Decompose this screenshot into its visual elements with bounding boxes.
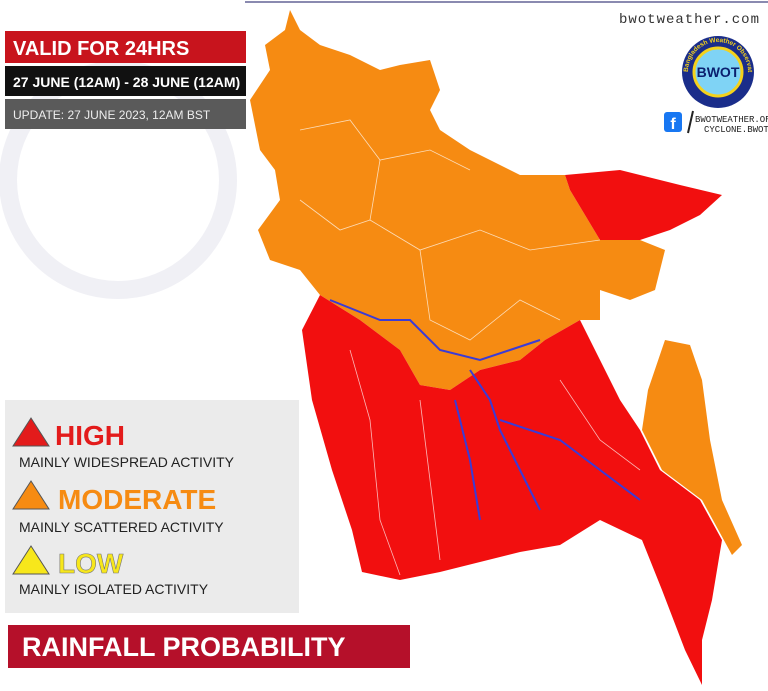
legend-description: MAINLY SCATTERED ACTIVITY <box>19 519 224 535</box>
legend-icon-moderate <box>12 480 50 510</box>
valid-banner <box>5 31 246 63</box>
region-high-south <box>302 295 722 685</box>
footer-title: RAINFALL PROBABILITY <box>22 632 346 662</box>
social-site: BWOTWEATHER.ORG <box>695 115 768 125</box>
legend-level: LOW <box>58 548 124 579</box>
legend-level: MODERATE <box>58 484 216 515</box>
map <box>250 10 742 685</box>
river <box>329 299 541 362</box>
legend-level: HIGH <box>55 420 125 451</box>
region-moderate-north <box>250 10 665 390</box>
district-border <box>369 159 601 251</box>
update-text: UPDATE: 27 JUNE 2023, 12AM BST <box>13 108 211 122</box>
footer-banner <box>8 625 410 668</box>
legend-icon-high <box>12 417 50 447</box>
update-banner <box>5 99 246 129</box>
legend-description: MAINLY WIDESPREAD ACTIVITY <box>19 454 235 470</box>
river <box>469 369 541 511</box>
district-border <box>299 199 371 231</box>
facebook-icon <box>664 112 682 132</box>
logo-core <box>692 46 744 98</box>
district-border <box>559 379 641 471</box>
legend-panel <box>5 400 299 613</box>
social-handle: CYCLONE.BWOT <box>704 125 768 135</box>
legend-icon-low <box>12 545 50 575</box>
region-moderate-southeast <box>642 340 742 555</box>
valid-text: VALID FOR 24HRS <box>13 38 189 60</box>
logo-text: BWOT <box>697 64 740 80</box>
legend-description: MAINLY ISOLATED ACTIVITY <box>19 581 209 597</box>
river <box>454 399 481 521</box>
district-border <box>349 349 401 576</box>
district-border <box>419 399 441 561</box>
facebook-glyph: f <box>670 116 676 133</box>
divider <box>687 110 694 134</box>
district-border <box>419 249 561 341</box>
period-banner <box>5 66 246 96</box>
river <box>499 419 641 501</box>
site-text: bwotweather.com <box>619 12 760 28</box>
period-text: 27 JUNE (12AM) - 28 JUNE (12AM) <box>13 74 240 90</box>
region-high-northeast <box>565 170 722 240</box>
